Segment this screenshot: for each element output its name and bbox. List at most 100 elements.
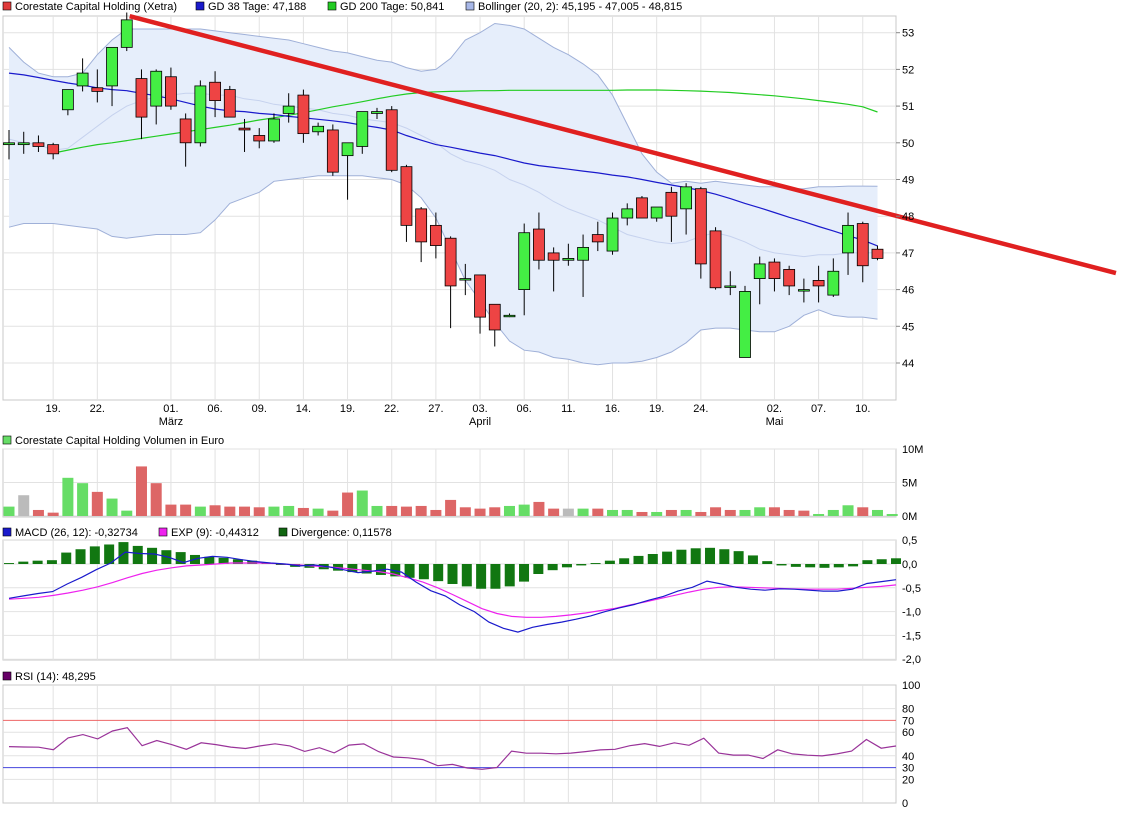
divergence-bar-7 — [104, 544, 115, 564]
volume-bar-40 — [592, 508, 604, 516]
divergence-bar-59 — [848, 564, 859, 567]
exp-line — [8, 562, 897, 618]
candle-body-5 — [76, 72, 89, 87]
month-label-2: Mai — [766, 416, 784, 428]
divergence-bar-24 — [347, 564, 358, 573]
candlesticks — [3, 12, 884, 358]
candle-body-55 — [812, 280, 825, 287]
divergence-bar-41 — [590, 563, 601, 565]
volume-bar-26 — [386, 505, 398, 516]
divergence-bar-4 — [61, 552, 72, 564]
volume-bar-30 — [445, 499, 457, 516]
divergence-bar-44 — [633, 555, 644, 564]
divergence-bar-35 — [504, 564, 515, 587]
divergence-bar-14 — [204, 556, 215, 564]
candle-body-52 — [768, 261, 781, 279]
bollinger-lower-line — [8, 175, 878, 366]
rsi-legend: RSI (14): 48,295 — [2, 671, 96, 683]
candle-body-15 — [223, 89, 236, 118]
macd-lines — [8, 551, 897, 633]
candle-body-27 — [400, 166, 413, 226]
divergence-bar-30 — [433, 564, 444, 582]
rsi-ytick-label-4: 40 — [902, 751, 914, 763]
candle-body-39 — [577, 246, 589, 261]
candle-body-41 — [606, 217, 619, 252]
price-legend: Corestate Capital Holding (Xetra) GD 38 … — [2, 1, 682, 13]
volume-ytick-label-2: 10M — [902, 444, 923, 456]
candle-body-0 — [3, 142, 15, 146]
volume-bars — [3, 466, 898, 516]
rsi-ytick-label-1: 80 — [902, 704, 914, 716]
candle-body-14 — [209, 81, 221, 101]
volume-bar-11 — [165, 504, 177, 516]
date-tick-label-3: 06. — [207, 403, 222, 415]
volume-bar-43 — [636, 511, 648, 516]
volume-bar-32 — [474, 508, 486, 516]
legend-swatch-divergence — [278, 527, 288, 537]
divergence-bar-19 — [275, 564, 286, 565]
divergence-bar-10 — [147, 547, 158, 564]
candle-body-48 — [709, 230, 722, 289]
candle-body-49 — [724, 285, 737, 288]
volume-bar-6 — [91, 491, 103, 516]
candle-body-3 — [47, 144, 60, 155]
macd-legend: MACD (26, 12): -0,32734 EXP (9): -0,4431… — [2, 527, 392, 539]
candle-body-50 — [739, 291, 751, 358]
candle-body-37 — [547, 252, 560, 261]
macd-ytick-label-5: -2,0 — [902, 654, 921, 666]
rsi-ytick-label-3: 60 — [902, 727, 914, 739]
candle-body-59 — [871, 248, 884, 259]
candle-body-35 — [518, 232, 531, 290]
divergence-bar-58 — [833, 564, 844, 568]
price-ytick-label-6: 50 — [902, 138, 914, 150]
volume-bar-45 — [665, 509, 677, 516]
volume-bar-27 — [400, 506, 412, 516]
legend-swatch-gd200 — [327, 1, 337, 11]
divergence-bar-16 — [232, 559, 243, 564]
volume-bar-38 — [562, 508, 574, 516]
candle-body-33 — [488, 303, 501, 331]
candle-body-10 — [150, 70, 163, 107]
candle-body-47 — [694, 188, 707, 265]
legend-swatch-rsi — [2, 671, 12, 681]
candle-body-1 — [17, 142, 30, 146]
divergence-bar-9 — [132, 545, 143, 564]
candle-body-32 — [474, 274, 486, 318]
candle-body-19 — [282, 105, 295, 114]
volume-bar-9 — [135, 466, 147, 516]
legend-label-gd38: GD 38 Tage: 47,188 — [208, 1, 306, 13]
macd-ytick-label-0: 0,5 — [902, 535, 917, 547]
candle-body-54 — [797, 289, 810, 292]
divergence-bar-54 — [776, 564, 787, 566]
volume-bar-48 — [710, 507, 722, 516]
legend-swatch-volume — [2, 435, 12, 445]
candle-body-56 — [827, 270, 840, 296]
date-tick-label-2: 01. — [163, 403, 178, 415]
legend-label-exp: EXP (9): -0,44312 — [171, 527, 259, 539]
date-tick-label-11: 11. — [561, 403, 575, 415]
bollinger-upper-line — [8, 22, 878, 190]
divergence-bar-38 — [547, 564, 558, 571]
candle-body-43 — [636, 197, 648, 219]
legend-label-price: Corestate Capital Holding (Xetra) — [15, 1, 177, 13]
candle-body-57 — [842, 224, 854, 254]
candle-body-16 — [238, 127, 251, 131]
volume-bar-5 — [77, 483, 89, 516]
candle-body-28 — [415, 208, 428, 243]
divergence-bar-39 — [561, 564, 572, 568]
divergence-bar-27 — [390, 564, 401, 577]
macd-ytick-label-2: -0,5 — [902, 583, 921, 595]
divergence-bar-53 — [762, 561, 773, 564]
volume-legend: Corestate Capital Holding Volumen in Eur… — [2, 435, 224, 447]
volume-bar-18 — [268, 506, 280, 516]
legend-label-bollinger: Bollinger (20, 2): 45,195 - 47,005 - 48,… — [478, 1, 682, 13]
price-ytick-label-8: 52 — [902, 64, 914, 76]
macd-y-axis: 0,5 0,0 -0,5 -1,0 -1,5 -2,0 — [902, 535, 921, 666]
volume-bar-50 — [739, 509, 751, 516]
divergence-bar-56 — [805, 564, 816, 568]
candle-body-30 — [444, 237, 457, 287]
volume-bar-60 — [886, 513, 898, 516]
trendline — [129, 14, 1117, 276]
volume-ytick-label-0: 0M — [902, 511, 917, 523]
